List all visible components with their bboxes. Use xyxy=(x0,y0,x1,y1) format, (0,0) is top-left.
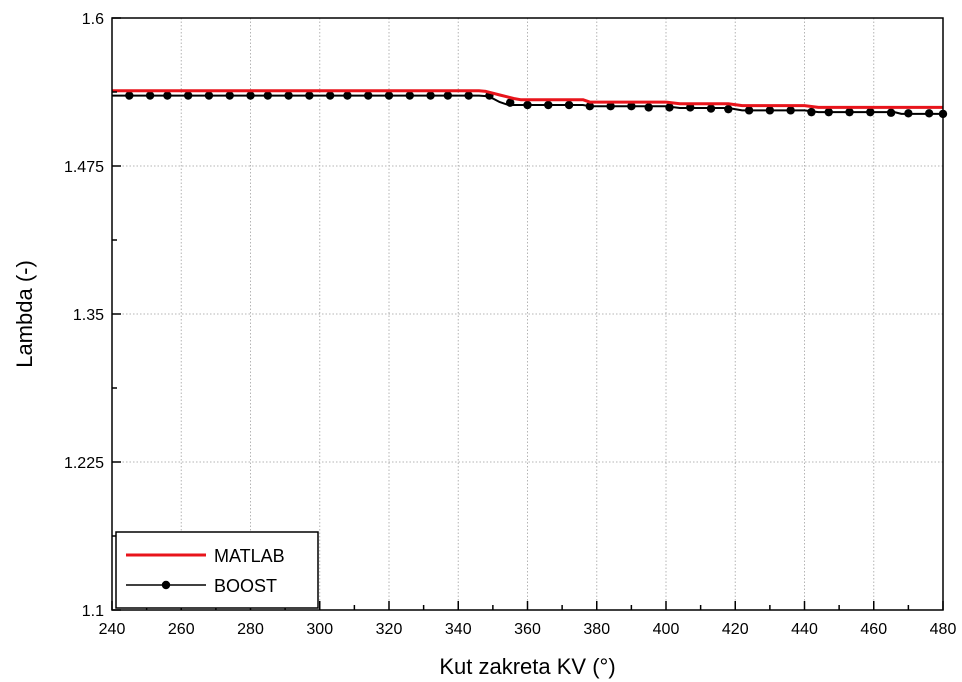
x-tick-label: 280 xyxy=(237,621,264,638)
data-point-boost xyxy=(464,91,473,100)
data-point-boost xyxy=(544,100,553,110)
legend: MATLAB BOOST xyxy=(115,531,319,609)
data-point-boost xyxy=(183,91,193,100)
y-tick-label: 1.225 xyxy=(64,455,104,472)
data-point-boost xyxy=(866,107,875,117)
data-point-boost xyxy=(564,100,574,110)
x-tick-label: 300 xyxy=(306,621,333,638)
x-tick-label: 460 xyxy=(860,621,887,638)
data-point-boost xyxy=(627,102,636,111)
data-point-boost xyxy=(263,91,273,100)
y-tick-label: 1.475 xyxy=(64,159,104,176)
data-point-boost xyxy=(706,104,716,113)
x-tick-label: 380 xyxy=(583,621,610,638)
data-point-boost xyxy=(644,103,653,112)
data-point-boost xyxy=(426,91,435,100)
y-tick-label: 1.6 xyxy=(82,11,104,28)
data-point-boost xyxy=(325,91,335,100)
series-layer xyxy=(112,89,948,119)
data-point-boost xyxy=(443,91,453,100)
data-point-boost xyxy=(585,102,595,111)
x-tick-label: 440 xyxy=(791,621,818,638)
legend-label-boost: BOOST xyxy=(214,576,277,596)
data-point-boost xyxy=(824,107,833,117)
data-point-boost xyxy=(384,91,394,100)
data-point-boost xyxy=(523,100,532,110)
x-tick-label: 400 xyxy=(653,621,680,638)
data-point-boost xyxy=(786,106,795,115)
data-point-boost xyxy=(744,106,754,115)
x-tick-label: 340 xyxy=(445,621,472,638)
series-line-matlab xyxy=(112,89,943,109)
data-point-boost xyxy=(343,91,352,100)
legend-marker-boost xyxy=(161,580,171,590)
x-tick-label: 260 xyxy=(168,621,195,638)
data-point-boost xyxy=(305,91,314,100)
x-tick-label: 420 xyxy=(722,621,749,638)
tick-labels: 240 260 280 300 320 340 360 380 400 420 440 460 480 1… xyxy=(64,11,956,638)
y-axis-label: Lambda (-) xyxy=(12,260,37,368)
legend-label-matlab: MATLAB xyxy=(214,546,285,566)
data-point-boost xyxy=(125,91,134,100)
data-point-boost xyxy=(145,91,155,100)
x-tick-label: 320 xyxy=(376,621,403,638)
y-tick-label: 1.35 xyxy=(73,307,104,324)
data-point-boost xyxy=(246,91,255,100)
y-tick-label: 1.1 xyxy=(82,603,104,620)
data-point-boost xyxy=(505,98,515,107)
x-axis-label: Kut zakreta KV (°) xyxy=(439,654,615,679)
data-point-boost xyxy=(924,109,934,118)
legend-box xyxy=(115,531,319,609)
data-point-boost xyxy=(845,107,854,117)
data-point-boost xyxy=(364,91,373,100)
x-tick-label: 240 xyxy=(99,621,126,638)
grid-lines xyxy=(112,18,943,610)
data-point-boost xyxy=(807,107,816,117)
data-point-boost xyxy=(405,91,414,100)
data-point-boost xyxy=(284,91,293,100)
data-point-boost xyxy=(204,91,214,100)
data-point-boost xyxy=(886,108,896,117)
data-point-boost xyxy=(163,91,172,100)
data-point-boost xyxy=(765,106,775,115)
x-tick-label: 480 xyxy=(930,621,957,638)
data-point-boost xyxy=(606,102,615,111)
x-tick-label: 360 xyxy=(514,621,541,638)
data-point-boost xyxy=(724,104,733,114)
data-point-boost xyxy=(665,103,674,112)
data-point-boost xyxy=(904,109,913,118)
data-point-boost xyxy=(225,91,234,100)
